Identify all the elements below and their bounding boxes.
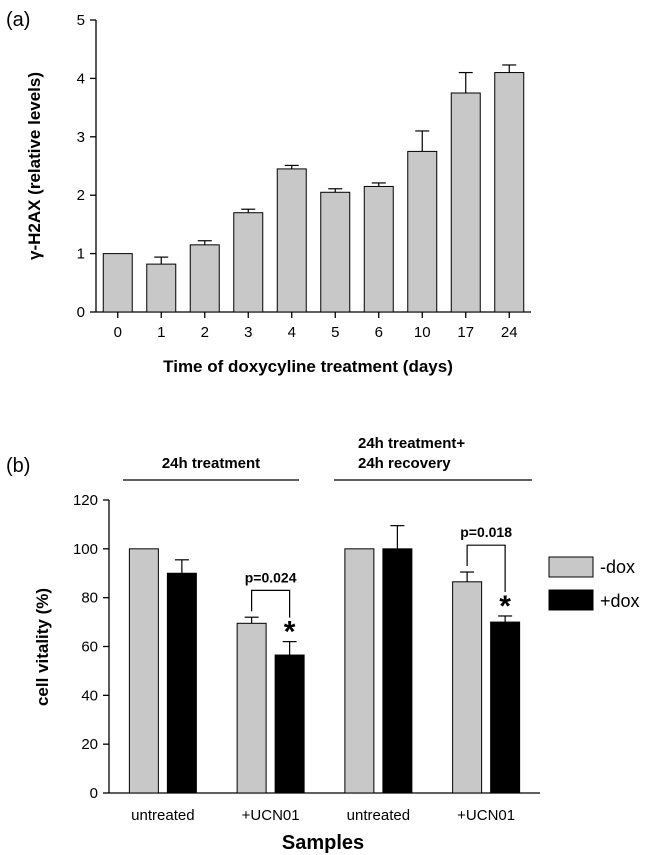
panel-b-y-tick-label: 0 [90,785,98,802]
legend-swatch-plus-dox [548,589,594,611]
bar-minus-dox-0 [128,548,159,794]
panel-a-y-tick-label: 2 [77,187,85,204]
bar-day-0 [102,253,133,313]
legend-swatch-minus-dox [548,556,594,578]
panel-a-y-axis-title: γ-H2AX (relative levels) [25,72,44,260]
panel-a-y-tick-label: 5 [77,12,85,29]
panel-a-y-tick-label: 0 [77,304,85,321]
p-value-label: p=0.018 [460,524,512,540]
panel-a-tick-labels: 0 1 2 3 4 5 0 1 2 3 4 5 6 10 17 24 [77,12,518,341]
panel-a-x-tick-label: 2 [201,324,209,341]
significance-asterisk: * [499,590,511,623]
bar-day-17 [450,92,481,313]
panel-b-x-tick-label: untreated [131,807,194,824]
panel-b: (b) cell vitality (%) Samples 24h treatm… [6,435,640,854]
panel-b-y-tick-label: 100 [73,541,98,558]
panel-b-y-tick-label: 60 [81,639,98,656]
panel-a: (a) γ-H2AX (relative levels) Time of dox… [6,9,531,376]
group-label-24h-treatment: 24h treatment [162,455,260,472]
panel-b-tick-labels: 0 20 40 60 80 100 120 untreated +UCN01 untreated +… [73,492,515,824]
bar-day-2 [189,244,220,313]
bar-day-1 [146,263,177,313]
bar-plus-dox-1 [274,654,305,794]
panel-b-label: (b) [6,455,30,477]
panel-b-y-tick-label: 40 [81,687,98,704]
panel-a-y-tick-label: 1 [77,246,85,263]
significance-asterisk: * [284,616,296,649]
bar-plus-dox-0 [166,572,197,794]
bar-minus-dox-2 [344,548,375,794]
bar-day-5 [320,191,351,313]
legend-label-minus-dox: -dox [600,557,635,577]
panel-a-x-tick-label: 6 [375,324,383,341]
panel-b-annotations: p=0.024 * p=0.018 * [245,524,512,648]
panel-b-y-tick-label: 120 [73,492,98,509]
panel-b-x-tick-label: untreated [347,807,410,824]
panel-a-bars [102,64,525,313]
group-label-24h-recovery-line2: 24h recovery [358,455,451,472]
significance-bracket [251,589,291,618]
panel-b-x-axis-title: Samples [282,832,364,854]
panel-a-x-axis-title: Time of doxycyline treatment (days) [163,357,453,376]
bar-minus-dox-3 [452,581,483,794]
panel-a-x-tick-label: 17 [457,324,474,341]
bar-plus-dox-3 [490,621,521,794]
p-value-label: p=0.024 [245,569,297,585]
significance-bracket [466,544,506,592]
panel-a-x-tick-label: 0 [114,324,122,341]
bar-day-24 [494,72,525,313]
bar-day-3 [233,212,264,313]
bar-day-10 [407,150,438,313]
panel-b-x-tick-label: +UCN01 [242,807,300,824]
panel-a-x-tick-label: 24 [501,324,518,341]
panel-a-x-tick-label: 4 [288,324,296,341]
panel-b-bars [128,525,521,794]
legend-label-plus-dox: +dox [600,591,640,611]
panel-a-x-tick-label: 1 [157,324,165,341]
bar-day-4 [276,168,307,313]
legend: -dox +dox [548,556,640,611]
panel-a-x-tick-label: 10 [414,324,431,341]
panel-b-x-tick-label: +UCN01 [457,807,515,824]
bar-day-6 [363,185,394,313]
bar-minus-dox-1 [236,622,267,794]
bar-plus-dox-2 [382,548,413,794]
panel-b-y-tick-label: 80 [81,590,98,607]
panel-a-y-tick-label: 3 [77,129,85,146]
panel-a-x-tick-label: 5 [331,324,339,341]
panel-b-y-tick-label: 20 [81,736,98,753]
panel-a-label: (a) [6,9,30,31]
panel-b-y-axis-title: cell vitality (%) [33,588,52,706]
group-label-24h-recovery-line1: 24h treatment+ [358,435,465,452]
panel-a-y-tick-label: 4 [77,70,85,87]
panel-a-x-tick-label: 3 [244,324,252,341]
